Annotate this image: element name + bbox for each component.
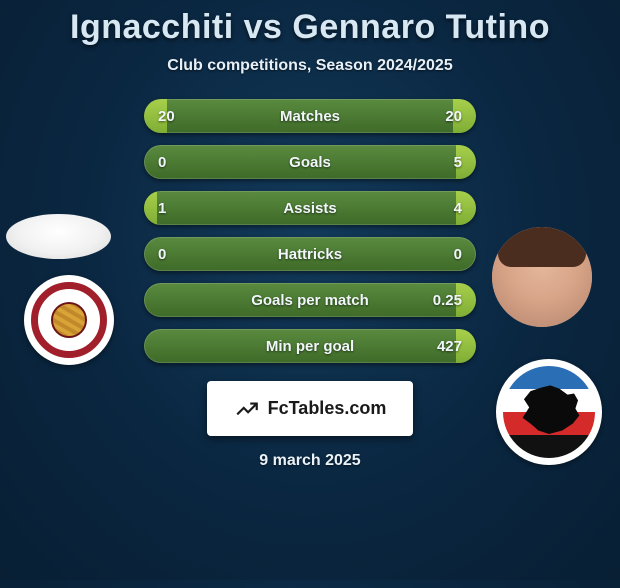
- stat-value-right: 5: [454, 154, 462, 171]
- stat-row: Min per goal427: [144, 329, 476, 363]
- stat-row: 0Goals5: [144, 145, 476, 179]
- club-right-badge: [496, 359, 602, 465]
- stat-value-left: 20: [158, 108, 175, 125]
- brand-label: FcTables.com: [268, 398, 387, 419]
- stat-value-left: 0: [158, 154, 166, 171]
- page-title: Ignacchiti vs Gennaro Tutino: [0, 8, 620, 47]
- stat-value-left: 1: [158, 200, 166, 217]
- stat-label: Goals: [144, 154, 476, 171]
- brand-chart-icon: [234, 396, 260, 422]
- player-right-avatar: [492, 227, 592, 327]
- stat-value-right: 20: [445, 108, 462, 125]
- player-left-avatar: [6, 214, 111, 259]
- club-left-badge: [24, 275, 114, 365]
- stats-rows: 20Matches200Goals51Assists40Hattricks0Go…: [144, 99, 476, 363]
- stat-value-right: 0: [454, 246, 462, 263]
- stat-row: Goals per match0.25: [144, 283, 476, 317]
- stat-value-right: 0.25: [433, 292, 462, 309]
- stat-label: Hattricks: [144, 246, 476, 263]
- subtitle: Club competitions, Season 2024/2025: [0, 57, 620, 75]
- stat-value-right: 427: [437, 338, 462, 355]
- stat-row: 20Matches20: [144, 99, 476, 133]
- comparison-content: 20Matches200Goals51Assists40Hattricks0Go…: [0, 99, 620, 363]
- stat-label: Matches: [144, 108, 476, 125]
- brand-card[interactable]: FcTables.com: [207, 381, 413, 436]
- stat-fill-left: [144, 191, 157, 225]
- stat-label: Min per goal: [144, 338, 476, 355]
- stat-row: 0Hattricks0: [144, 237, 476, 271]
- stat-label: Assists: [144, 200, 476, 217]
- stat-label: Goals per match: [144, 292, 476, 309]
- stat-value-right: 4: [454, 200, 462, 217]
- stat-row: 1Assists4: [144, 191, 476, 225]
- stat-value-left: 0: [158, 246, 166, 263]
